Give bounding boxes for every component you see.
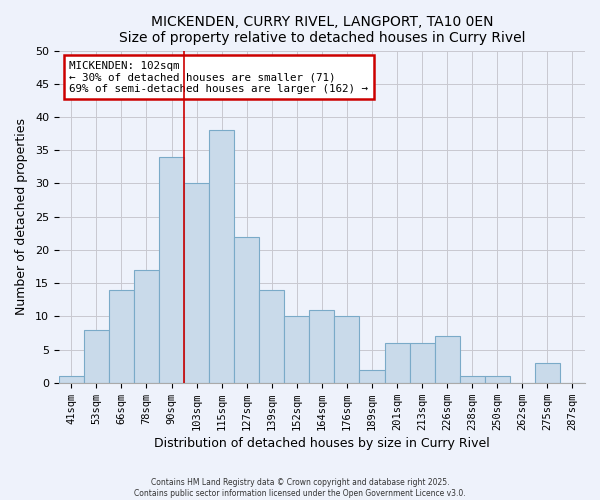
Bar [59,376,84,383]
Text: MICKENDEN: 102sqm
← 30% of detached houses are smaller (71)
69% of semi-detached: MICKENDEN: 102sqm ← 30% of detached hous… [70,60,368,94]
Bar [535,363,560,383]
Title: MICKENDEN, CURRY RIVEL, LANGPORT, TA10 0EN
Size of property relative to detached: MICKENDEN, CURRY RIVEL, LANGPORT, TA10 0… [119,15,525,45]
Bar [259,290,284,383]
Bar [434,336,460,383]
Bar [84,330,109,383]
Bar [159,157,184,383]
Bar [209,130,234,383]
Text: Contains HM Land Registry data © Crown copyright and database right 2025.
Contai: Contains HM Land Registry data © Crown c… [134,478,466,498]
Bar [310,310,334,383]
X-axis label: Distribution of detached houses by size in Curry Rivel: Distribution of detached houses by size … [154,437,490,450]
Bar [234,236,259,383]
Bar [385,343,410,383]
Bar [359,370,385,383]
Bar [485,376,510,383]
Y-axis label: Number of detached properties: Number of detached properties [15,118,28,315]
Bar [134,270,159,383]
Bar [460,376,485,383]
Bar [284,316,310,383]
Bar [109,290,134,383]
Bar [410,343,434,383]
Bar [334,316,359,383]
Bar [184,184,209,383]
